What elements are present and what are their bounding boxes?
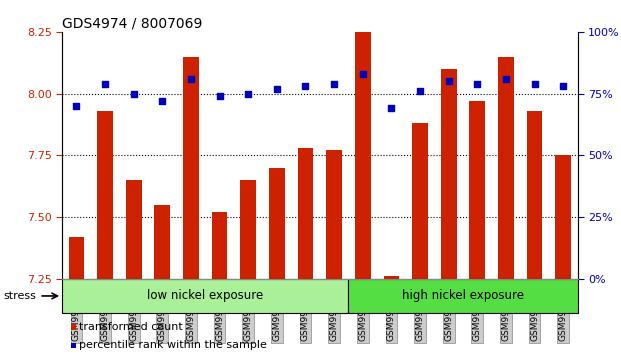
Point: [443, 79, 453, 84]
Bar: [441, 69, 456, 279]
Point: [157, 98, 167, 104]
Bar: [412, 123, 428, 279]
Text: percentile rank within the sample: percentile rank within the sample: [79, 341, 267, 350]
Point: [415, 88, 425, 94]
Point: [186, 76, 196, 82]
Bar: [297, 148, 314, 279]
Bar: [240, 180, 256, 279]
Point: [358, 71, 368, 77]
Point: [272, 86, 282, 92]
Text: GDS4974 / 8007069: GDS4974 / 8007069: [62, 17, 202, 31]
Bar: [498, 57, 514, 279]
Point: [501, 76, 511, 82]
Bar: [527, 111, 543, 279]
Point: [215, 93, 225, 99]
Bar: [97, 111, 113, 279]
Bar: [212, 212, 227, 279]
Point: [129, 91, 138, 97]
Text: high nickel exposure: high nickel exposure: [402, 290, 524, 302]
Point: [100, 81, 110, 87]
Point: [301, 84, 310, 89]
Point: [473, 81, 483, 87]
Point: [329, 81, 339, 87]
Point: [71, 103, 81, 109]
Bar: [348, 279, 578, 313]
Point: [386, 105, 396, 111]
Text: stress: stress: [4, 291, 37, 301]
Bar: [555, 155, 571, 279]
Bar: [126, 180, 142, 279]
Bar: [326, 150, 342, 279]
Bar: [469, 101, 485, 279]
Bar: [384, 276, 399, 279]
Bar: [155, 205, 170, 279]
Bar: [62, 279, 348, 313]
Point: [530, 81, 540, 87]
Bar: [71, 324, 76, 330]
Text: transformed count: transformed count: [79, 322, 183, 332]
Point: [558, 84, 568, 89]
Bar: [68, 237, 84, 279]
Text: low nickel exposure: low nickel exposure: [147, 290, 263, 302]
Bar: [71, 343, 76, 348]
Bar: [355, 32, 371, 279]
Bar: [269, 168, 285, 279]
Bar: [183, 57, 199, 279]
Point: [243, 91, 253, 97]
